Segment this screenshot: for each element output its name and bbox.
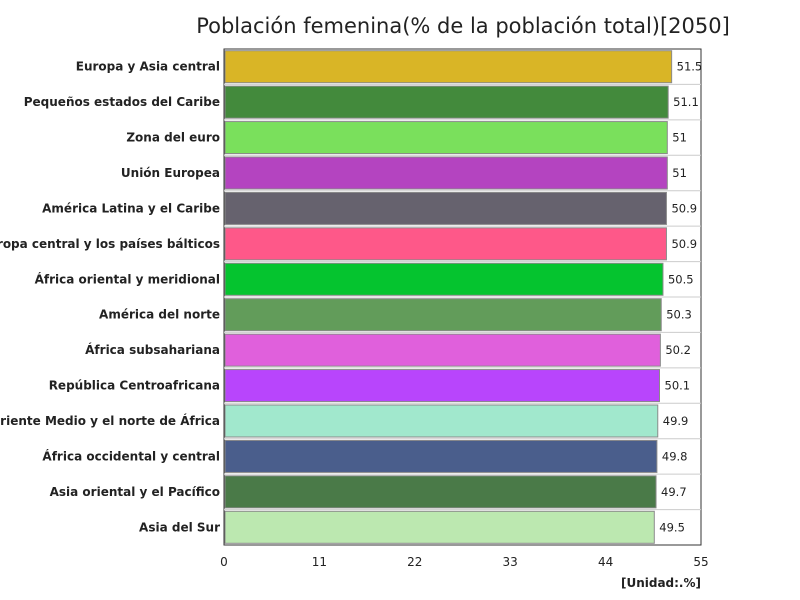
unit-label: [Unidad:.%] [620, 576, 701, 590]
category-label: Zona del euro [126, 131, 220, 145]
category-label: Europa central y los países bálticos [0, 237, 220, 251]
bar [224, 191, 667, 225]
category-label: África occidental y central [42, 448, 220, 463]
bar [224, 156, 668, 190]
value-label: 50.5 [668, 272, 694, 286]
value-label: 50.3 [666, 308, 692, 322]
value-label: 49.8 [662, 449, 688, 463]
bar [224, 404, 659, 438]
value-label: 50.2 [665, 343, 691, 357]
chart-title: Población femenina(% de la población tot… [196, 14, 730, 38]
value-label: 51.5 [677, 60, 703, 74]
bar [224, 50, 673, 84]
bar [224, 369, 661, 403]
x-tick-label: 22 [407, 555, 422, 569]
category-label: América del norte [99, 308, 220, 322]
bar [224, 227, 667, 261]
value-label: 50.9 [671, 237, 697, 251]
bar [224, 121, 668, 155]
x-tick-label: 44 [598, 555, 613, 569]
bar [224, 298, 662, 332]
value-label: 50.1 [665, 379, 691, 393]
bar [224, 333, 661, 367]
value-label: 49.9 [663, 414, 689, 428]
x-tick-label: 33 [503, 555, 518, 569]
value-label: 51 [672, 166, 687, 180]
value-label: 50.9 [671, 201, 697, 215]
x-tick-label: 0 [220, 555, 228, 569]
category-label: América Latina y el Caribe [42, 201, 220, 215]
category-label: República Centroafricana [49, 379, 220, 393]
value-label: 51 [672, 131, 687, 145]
category-label: África oriental y meridional [35, 271, 220, 286]
value-label: 49.7 [661, 485, 687, 499]
category-label: Europa y Asia central [76, 60, 220, 74]
bar [224, 439, 658, 473]
bar [224, 510, 655, 544]
x-tick-label: 11 [312, 555, 327, 569]
bar [224, 475, 657, 509]
value-label: 51.1 [673, 95, 699, 109]
category-label: Oriente Medio y el norte de África [0, 413, 220, 428]
category-label: Pequeños estados del Caribe [24, 95, 220, 109]
value-label: 49.5 [659, 520, 685, 534]
category-label: Unión Europea [121, 166, 220, 180]
category-label: Asia del Sur [139, 520, 220, 534]
category-label: África subsahariana [85, 342, 220, 357]
x-tick-label: 55 [693, 555, 708, 569]
category-label: Asia oriental y el Pacífico [50, 485, 220, 499]
bar [224, 85, 669, 119]
bar [224, 262, 664, 296]
